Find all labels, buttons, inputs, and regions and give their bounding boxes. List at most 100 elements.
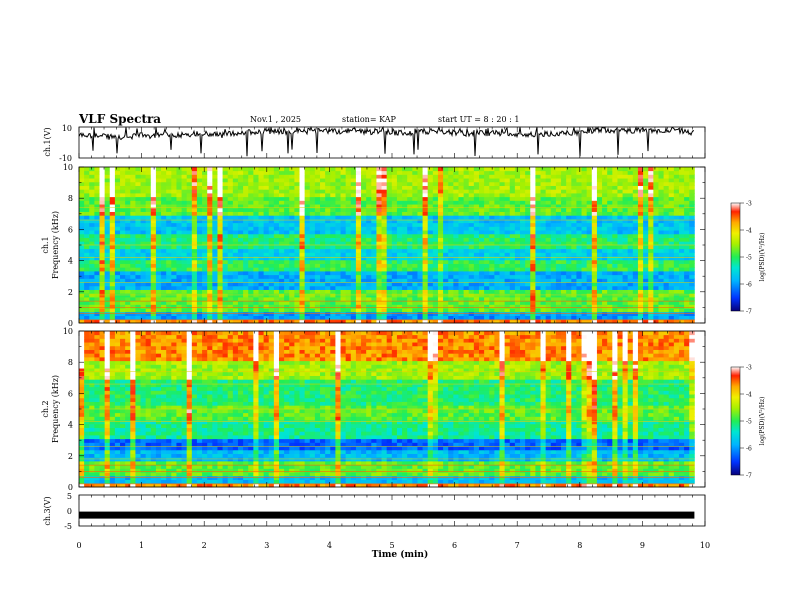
ch1-spec-cell — [576, 274, 582, 279]
ch1-spec-cell — [181, 285, 188, 290]
ch1-spec-cell — [673, 237, 680, 242]
ch1-spec-cell — [345, 285, 352, 290]
ch1-spec-cell — [309, 300, 316, 305]
ch1-spec-cell — [566, 222, 572, 227]
ch1-spec-cell — [120, 207, 126, 212]
ch1-spec-cell — [150, 204, 157, 209]
ch1-spec-cell — [596, 226, 603, 231]
ch1-spec-cell — [202, 207, 208, 212]
ch1-spec-cell — [622, 178, 629, 183]
ch1-spec-cell — [550, 259, 557, 264]
ch1-spec-cell — [294, 271, 300, 276]
ch1-spec-cell — [355, 304, 362, 309]
ch1-spec-cell — [161, 304, 167, 309]
ch1-spec-cell — [237, 282, 244, 287]
ch1-spec-cell — [668, 207, 675, 212]
ch1-spec-cell — [227, 315, 234, 320]
ch1-spec-cell — [566, 285, 572, 290]
ch1-spec-cell — [125, 204, 131, 209]
ch1-spec-cell — [237, 319, 244, 324]
ch1-spec-cell — [427, 215, 434, 220]
ch1-spec-cell — [607, 193, 613, 198]
ch1-spec-cell — [161, 230, 167, 235]
ch1-spec-cell — [663, 189, 670, 194]
ch1-spec-cell — [248, 297, 254, 302]
ch1-spec-cell — [355, 185, 362, 190]
ch1-spec-cell — [596, 315, 603, 320]
ch1-spec-cell — [571, 274, 577, 279]
ch1-spec-cell — [520, 196, 526, 201]
ch1-spec-cell — [468, 178, 475, 183]
ch1-spec-cell — [627, 263, 634, 268]
ch1-spec-cell — [586, 285, 593, 290]
ch1-spec-cell — [176, 304, 182, 309]
ch1-spec-cell — [268, 174, 275, 179]
ch1-spec-cell — [581, 267, 588, 272]
ch1-spec-cell — [637, 252, 644, 257]
ch1-spec-cell — [340, 293, 347, 298]
ch1-spec-cell — [607, 207, 613, 212]
ch1-spec-cell — [202, 193, 208, 198]
ch1-spec-cell — [94, 252, 100, 257]
ch1-spec-cell — [576, 204, 582, 209]
ch1-spec-cell — [140, 297, 147, 302]
ch1-spec-cell — [202, 181, 208, 186]
ch1-spec-cell — [545, 308, 552, 313]
ch1-spec-cell — [309, 274, 316, 279]
ch1-spec-cell — [514, 193, 521, 198]
ch1-spec-cell — [84, 193, 90, 198]
ch1-spec-cell — [202, 315, 208, 320]
ch1-spec-cell — [227, 178, 234, 183]
ch1-spec-cell — [258, 319, 265, 324]
ch1-spec-cell — [535, 193, 541, 198]
ch1-spec-cell — [689, 204, 695, 209]
ch1-spec-cell — [366, 293, 372, 298]
ch1-spec-cell — [217, 222, 223, 227]
ch1-spec-cell — [145, 289, 152, 294]
ch1-spec-cell — [530, 256, 536, 261]
ch1-spec-cell — [653, 226, 659, 231]
ch1-spec-cell — [622, 319, 629, 324]
ch1-spec-cell — [253, 170, 259, 175]
ch1-spec-cell — [294, 222, 300, 227]
ch1-spec-cell — [535, 293, 541, 298]
ch1-spec-cell — [304, 274, 311, 279]
ch1-spec-cell — [345, 230, 352, 235]
ch1-spec-cell — [448, 274, 454, 279]
ch1-spec-cell — [140, 170, 147, 175]
ch1-spec-cell — [668, 219, 675, 224]
ch1-spec-cell — [530, 315, 536, 320]
ch1-spec-cell — [207, 256, 213, 261]
ch1-spec-cell — [555, 259, 562, 264]
ch1-spec-cell — [381, 315, 388, 320]
ch1-spec-cell — [571, 241, 577, 246]
ch1-spec-cell — [417, 196, 423, 201]
ch1-spec-cell — [284, 204, 290, 209]
ch1-spec-cell — [84, 252, 90, 257]
ch1-spec-cell — [268, 297, 275, 302]
ch1-spec-cell — [166, 222, 172, 227]
ch1-spec-cell — [212, 211, 218, 216]
ch1-spec-cell — [576, 271, 582, 276]
ch1-spec-cell — [540, 207, 547, 212]
ch1-spec-cell — [94, 278, 100, 283]
ch1-spec-cell — [561, 237, 567, 242]
ch1-spec-cell — [345, 174, 352, 179]
ch1-spec-cell — [622, 241, 629, 246]
ch1-spec-cell — [658, 230, 664, 235]
ch1-spec-cell — [427, 219, 434, 224]
ch1-spec-cell — [217, 282, 223, 287]
ch1-spec-cell — [227, 233, 234, 238]
ch1-spec-cell — [596, 259, 603, 264]
ch1-spec-cell — [273, 196, 280, 201]
ch1-spec-cell — [120, 319, 126, 324]
ch1-spec-cell — [591, 282, 598, 287]
ch1-spec-cell — [632, 211, 639, 216]
ch1-spec-cell — [484, 278, 490, 283]
ch1-spec-cell — [284, 237, 290, 242]
ch1-spec-cell — [555, 300, 562, 305]
ch1-spec-cell — [386, 289, 393, 294]
ch1-spec-cell — [263, 293, 270, 298]
ch1-spec-cell — [202, 174, 208, 179]
ch1-spec-cell — [284, 174, 290, 179]
